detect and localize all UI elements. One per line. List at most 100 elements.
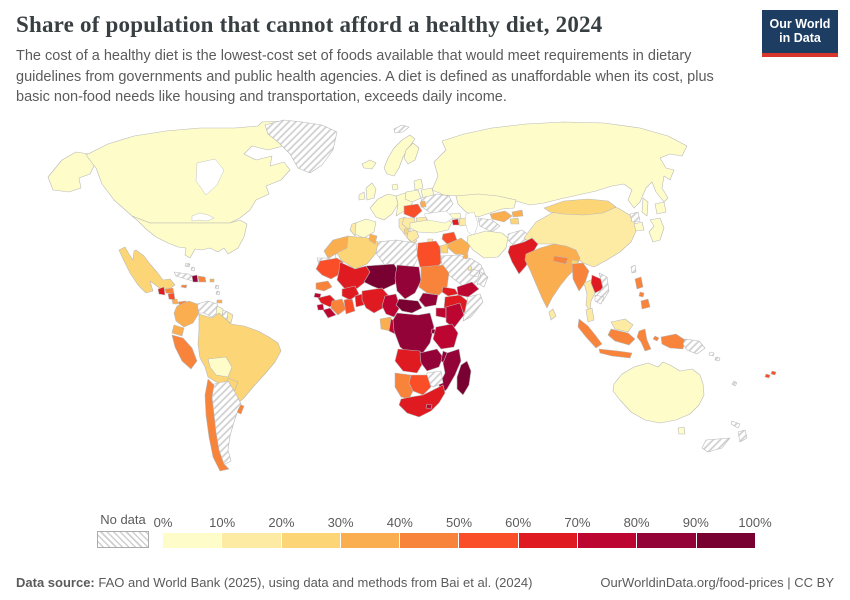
country-indonesia[interactable] <box>577 318 603 349</box>
country-mauritania[interactable] <box>315 257 344 280</box>
country-philippines[interactable] <box>634 276 644 290</box>
country-india[interactable] <box>524 243 581 309</box>
country-malaysia[interactable] <box>610 318 634 333</box>
country-nicaragua[interactable] <box>167 292 176 301</box>
country-finland[interactable] <box>403 142 420 165</box>
country-cambodia[interactable] <box>594 294 605 305</box>
country-ukraine[interactable] <box>420 193 454 215</box>
country-cote-d-ivoire[interactable] <box>330 298 347 316</box>
country-greenland[interactable] <box>264 119 338 174</box>
country-ghana[interactable] <box>343 297 356 315</box>
country-new-caledonia[interactable] <box>730 420 741 429</box>
country-sudan[interactable] <box>418 264 450 296</box>
country-taiwan[interactable] <box>630 264 637 274</box>
country-nepal[interactable] <box>552 255 569 265</box>
country-indonesia[interactable] <box>607 328 636 346</box>
country-papua-new-guinea[interactable] <box>682 338 706 355</box>
country-malaysia[interactable] <box>585 307 595 323</box>
country-tajikistan[interactable] <box>509 217 520 225</box>
country-indonesia[interactable] <box>660 333 686 350</box>
legend-bin-40-50%[interactable] <box>399 533 459 548</box>
country-kuwait[interactable] <box>462 253 469 260</box>
legend-bins[interactable] <box>163 533 755 548</box>
country-lesotho[interactable] <box>425 403 433 410</box>
country-lesser-antilles[interactable] <box>214 284 220 290</box>
country-peru[interactable] <box>171 334 198 370</box>
country-mexico[interactable] <box>118 246 176 294</box>
country-jordan[interactable] <box>439 243 449 254</box>
country-south-africa[interactable] <box>398 384 446 418</box>
country-united-states[interactable] <box>131 215 248 259</box>
legend-bin-0-10%[interactable] <box>163 533 222 548</box>
country-kazakhstan[interactable] <box>455 193 517 218</box>
country-costa-rica[interactable] <box>171 298 179 305</box>
country-chad[interactable] <box>394 264 422 300</box>
country-iceland[interactable] <box>361 159 377 170</box>
country-kenya[interactable] <box>445 302 465 329</box>
country-baltic-states[interactable] <box>413 178 424 191</box>
country-tanzania[interactable] <box>432 323 459 350</box>
country-somalia[interactable] <box>462 293 484 322</box>
country-sri-lanka[interactable] <box>548 308 557 321</box>
country-south-sudan[interactable] <box>418 292 439 308</box>
country-japan[interactable] <box>654 201 667 215</box>
country-south-korea[interactable] <box>633 221 645 232</box>
country-united-arab-emirates[interactable] <box>469 268 481 278</box>
country-moldova[interactable] <box>419 200 427 208</box>
country-poland[interactable] <box>404 189 422 203</box>
country-turkmenistan[interactable] <box>477 217 501 233</box>
country-mali[interactable] <box>336 261 371 292</box>
country-new-zealand[interactable] <box>737 429 748 443</box>
country-united-states[interactable] <box>47 151 96 193</box>
legend-bin-10-20%[interactable] <box>221 533 281 548</box>
country-qatar[interactable] <box>467 265 473 272</box>
country-lesser-antilles[interactable] <box>215 290 221 296</box>
world-map[interactable] <box>0 110 850 502</box>
country-chile[interactable] <box>204 378 230 472</box>
country-guatemala[interactable] <box>157 286 166 296</box>
legend-bin-90-100%[interactable] <box>695 533 755 548</box>
country-colombia[interactable] <box>173 300 200 328</box>
country-mongolia[interactable] <box>543 198 617 216</box>
country-australia[interactable] <box>677 426 686 435</box>
country-french-guiana[interactable] <box>226 311 234 324</box>
legend-bin-50-60%[interactable] <box>458 533 518 548</box>
country-sierra-leone[interactable] <box>316 303 325 311</box>
country-bolivia[interactable] <box>207 356 233 378</box>
legend-bin-20-30%[interactable] <box>280 533 340 548</box>
country-dominican-republic[interactable] <box>197 275 207 283</box>
country-ecuador[interactable] <box>171 324 185 337</box>
country-haiti[interactable] <box>191 274 199 283</box>
country-philippines[interactable] <box>638 291 645 298</box>
country-puerto-rico[interactable] <box>209 278 215 283</box>
country-solomon-islands[interactable] <box>708 351 715 357</box>
country-senegal[interactable] <box>315 280 333 292</box>
license-badge[interactable]: CC BY <box>794 575 834 590</box>
country-united-kingdom[interactable] <box>365 182 377 201</box>
country-niger[interactable] <box>363 263 400 291</box>
country-dr-congo[interactable] <box>392 312 435 356</box>
country-russia[interactable] <box>431 121 688 209</box>
country-oman[interactable] <box>476 270 489 288</box>
country-armenia[interactable] <box>451 218 460 226</box>
country-jamaica[interactable] <box>180 284 188 289</box>
country-egypt[interactable] <box>416 240 442 270</box>
country-cameroon[interactable] <box>381 293 401 318</box>
country-ireland[interactable] <box>358 191 366 201</box>
country-norway-sweden[interactable] <box>383 134 416 177</box>
country-russia[interactable] <box>641 197 649 217</box>
owid-url-link[interactable]: OurWorldinData.org/food-prices <box>600 575 784 590</box>
country-zambia[interactable] <box>419 348 444 372</box>
country-vanuatu[interactable] <box>731 380 738 387</box>
country-bahamas[interactable] <box>184 262 191 268</box>
country-romania[interactable] <box>403 203 423 219</box>
country-tunisia[interactable] <box>368 233 378 245</box>
legend-bin-30-40%[interactable] <box>339 533 400 548</box>
country-uzbekistan[interactable] <box>489 210 513 223</box>
country-philippines[interactable] <box>640 298 651 310</box>
legend-bin-60-70%[interactable] <box>517 533 578 548</box>
country-uganda[interactable] <box>435 307 447 319</box>
country-venezuela[interactable] <box>196 300 220 318</box>
owid-logo[interactable]: Our World in Data <box>762 10 838 57</box>
country-iran[interactable] <box>466 230 509 259</box>
